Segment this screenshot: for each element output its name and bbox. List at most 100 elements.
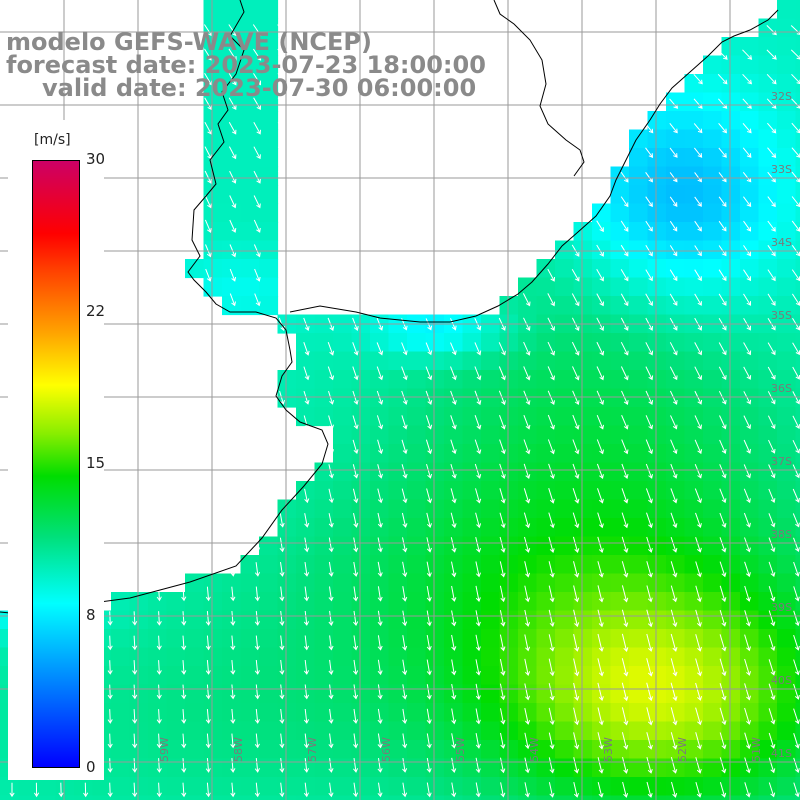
wind-speed-cell (592, 777, 612, 797)
wind-arrow (328, 537, 334, 553)
wind-speed-cell (314, 647, 334, 667)
wind-speed-cell (185, 592, 205, 612)
wind-speed-cell (499, 629, 519, 649)
wind-speed-cell (351, 370, 371, 390)
wind-arrow (622, 756, 629, 774)
wind-speed-cell (684, 758, 704, 778)
wind-arrow (768, 586, 776, 602)
wind-speed-cell (758, 407, 778, 427)
wind-speed-cell (518, 370, 538, 390)
wind-speed-cell (240, 0, 260, 20)
wind-speed-cell (703, 555, 723, 575)
wind-speed-cell (277, 518, 297, 538)
wind-arrow (719, 757, 727, 774)
wind-arrow (303, 684, 310, 700)
wind-speed-cell (777, 259, 797, 279)
wind-arrow (377, 659, 383, 676)
wind-arrow (695, 561, 702, 578)
wind-speed-cell (758, 721, 778, 741)
wind-speed-cell (185, 721, 205, 741)
wind-speed-cell (499, 425, 519, 445)
wind-arrow (204, 219, 212, 233)
wind-arrow (695, 512, 702, 528)
wind-speed-cell (666, 684, 686, 704)
wind-speed-cell (277, 629, 297, 649)
wind-speed-cell (684, 74, 704, 94)
wind-speed-cell (129, 795, 149, 800)
wind-arrow (303, 366, 310, 381)
wind-speed-cell (129, 758, 149, 778)
wind-speed-cell (444, 740, 464, 760)
wind-speed-cell (259, 92, 279, 112)
wind-arrow (718, 122, 727, 134)
wind-speed-cell (721, 351, 741, 371)
wind-arrow (402, 708, 408, 725)
wind-arrow (230, 708, 236, 724)
wind-speed-cell (740, 55, 760, 75)
wind-arrow (572, 512, 580, 529)
wind-speed-cell (721, 777, 741, 797)
wind-arrow (523, 463, 531, 479)
wind-speed-cell (592, 647, 612, 667)
wind-arrow (377, 733, 383, 749)
wind-speed-cell (536, 462, 556, 482)
wind-speed-cell (777, 166, 797, 186)
wind-speed-cell (629, 592, 649, 612)
wind-arrow (181, 660, 187, 675)
wind-speed-cell (388, 573, 408, 593)
wind-speed-cell (666, 721, 686, 741)
wind-arrow (253, 73, 261, 86)
wind-arrow (670, 585, 678, 603)
wind-speed-cell (629, 536, 649, 556)
wind-speed-cell (758, 92, 778, 112)
wind-arrow (376, 366, 384, 381)
wind-arrow (230, 684, 236, 700)
wind-speed-cell (481, 462, 501, 482)
wind-speed-cell (259, 111, 279, 131)
wind-arrow (377, 537, 383, 553)
wind-arrow (620, 366, 629, 381)
wind-speed-cell (185, 795, 205, 800)
wind-speed-cell (536, 444, 556, 464)
wind-arrow (376, 342, 384, 356)
wind-arrow (255, 537, 261, 553)
wind-arrow (181, 684, 187, 700)
wind-speed-cell (277, 684, 297, 704)
wind-speed-cell (351, 351, 371, 371)
wind-speed-cell (684, 721, 704, 741)
wind-speed-cell (740, 222, 760, 242)
wind-arrow (426, 684, 432, 700)
wind-speed-cell (592, 610, 612, 630)
wind-speed-cell (425, 647, 445, 667)
wind-arrow (58, 782, 64, 798)
wind-speed-cell (240, 296, 260, 316)
wind-speed-cell (573, 222, 593, 242)
wind-arrow (768, 708, 776, 725)
wind-speed-cell (407, 499, 427, 519)
wind-arrow (548, 658, 555, 677)
wind-speed-cell (777, 370, 797, 390)
wind-arrow (279, 684, 285, 700)
wind-arrow (475, 561, 481, 578)
wind-arrow (768, 488, 776, 503)
wind-arrow (743, 220, 752, 232)
wind-speed-cell (629, 629, 649, 649)
wind-speed-cell (629, 481, 649, 501)
wind-arrow (254, 268, 261, 282)
wind-arrow (597, 512, 604, 529)
wind-speed-cell (721, 425, 741, 445)
wind-speed-cell (703, 721, 723, 741)
wind-speed-cell (499, 351, 519, 371)
wind-speed-cell (721, 407, 741, 427)
wind-speed-cell (777, 277, 797, 297)
wind-arrow (743, 439, 751, 454)
wind-speed-cell (222, 777, 242, 797)
wind-arrow (426, 635, 432, 651)
wind-arrow (573, 682, 580, 701)
wind-speed-cell (703, 74, 723, 94)
wind-speed-cell (240, 111, 260, 131)
wind-speed-cell (795, 647, 800, 667)
wind-arrow (328, 708, 334, 724)
wind-speed-cell (240, 610, 260, 630)
colorbar-tick: 15 (86, 454, 106, 472)
